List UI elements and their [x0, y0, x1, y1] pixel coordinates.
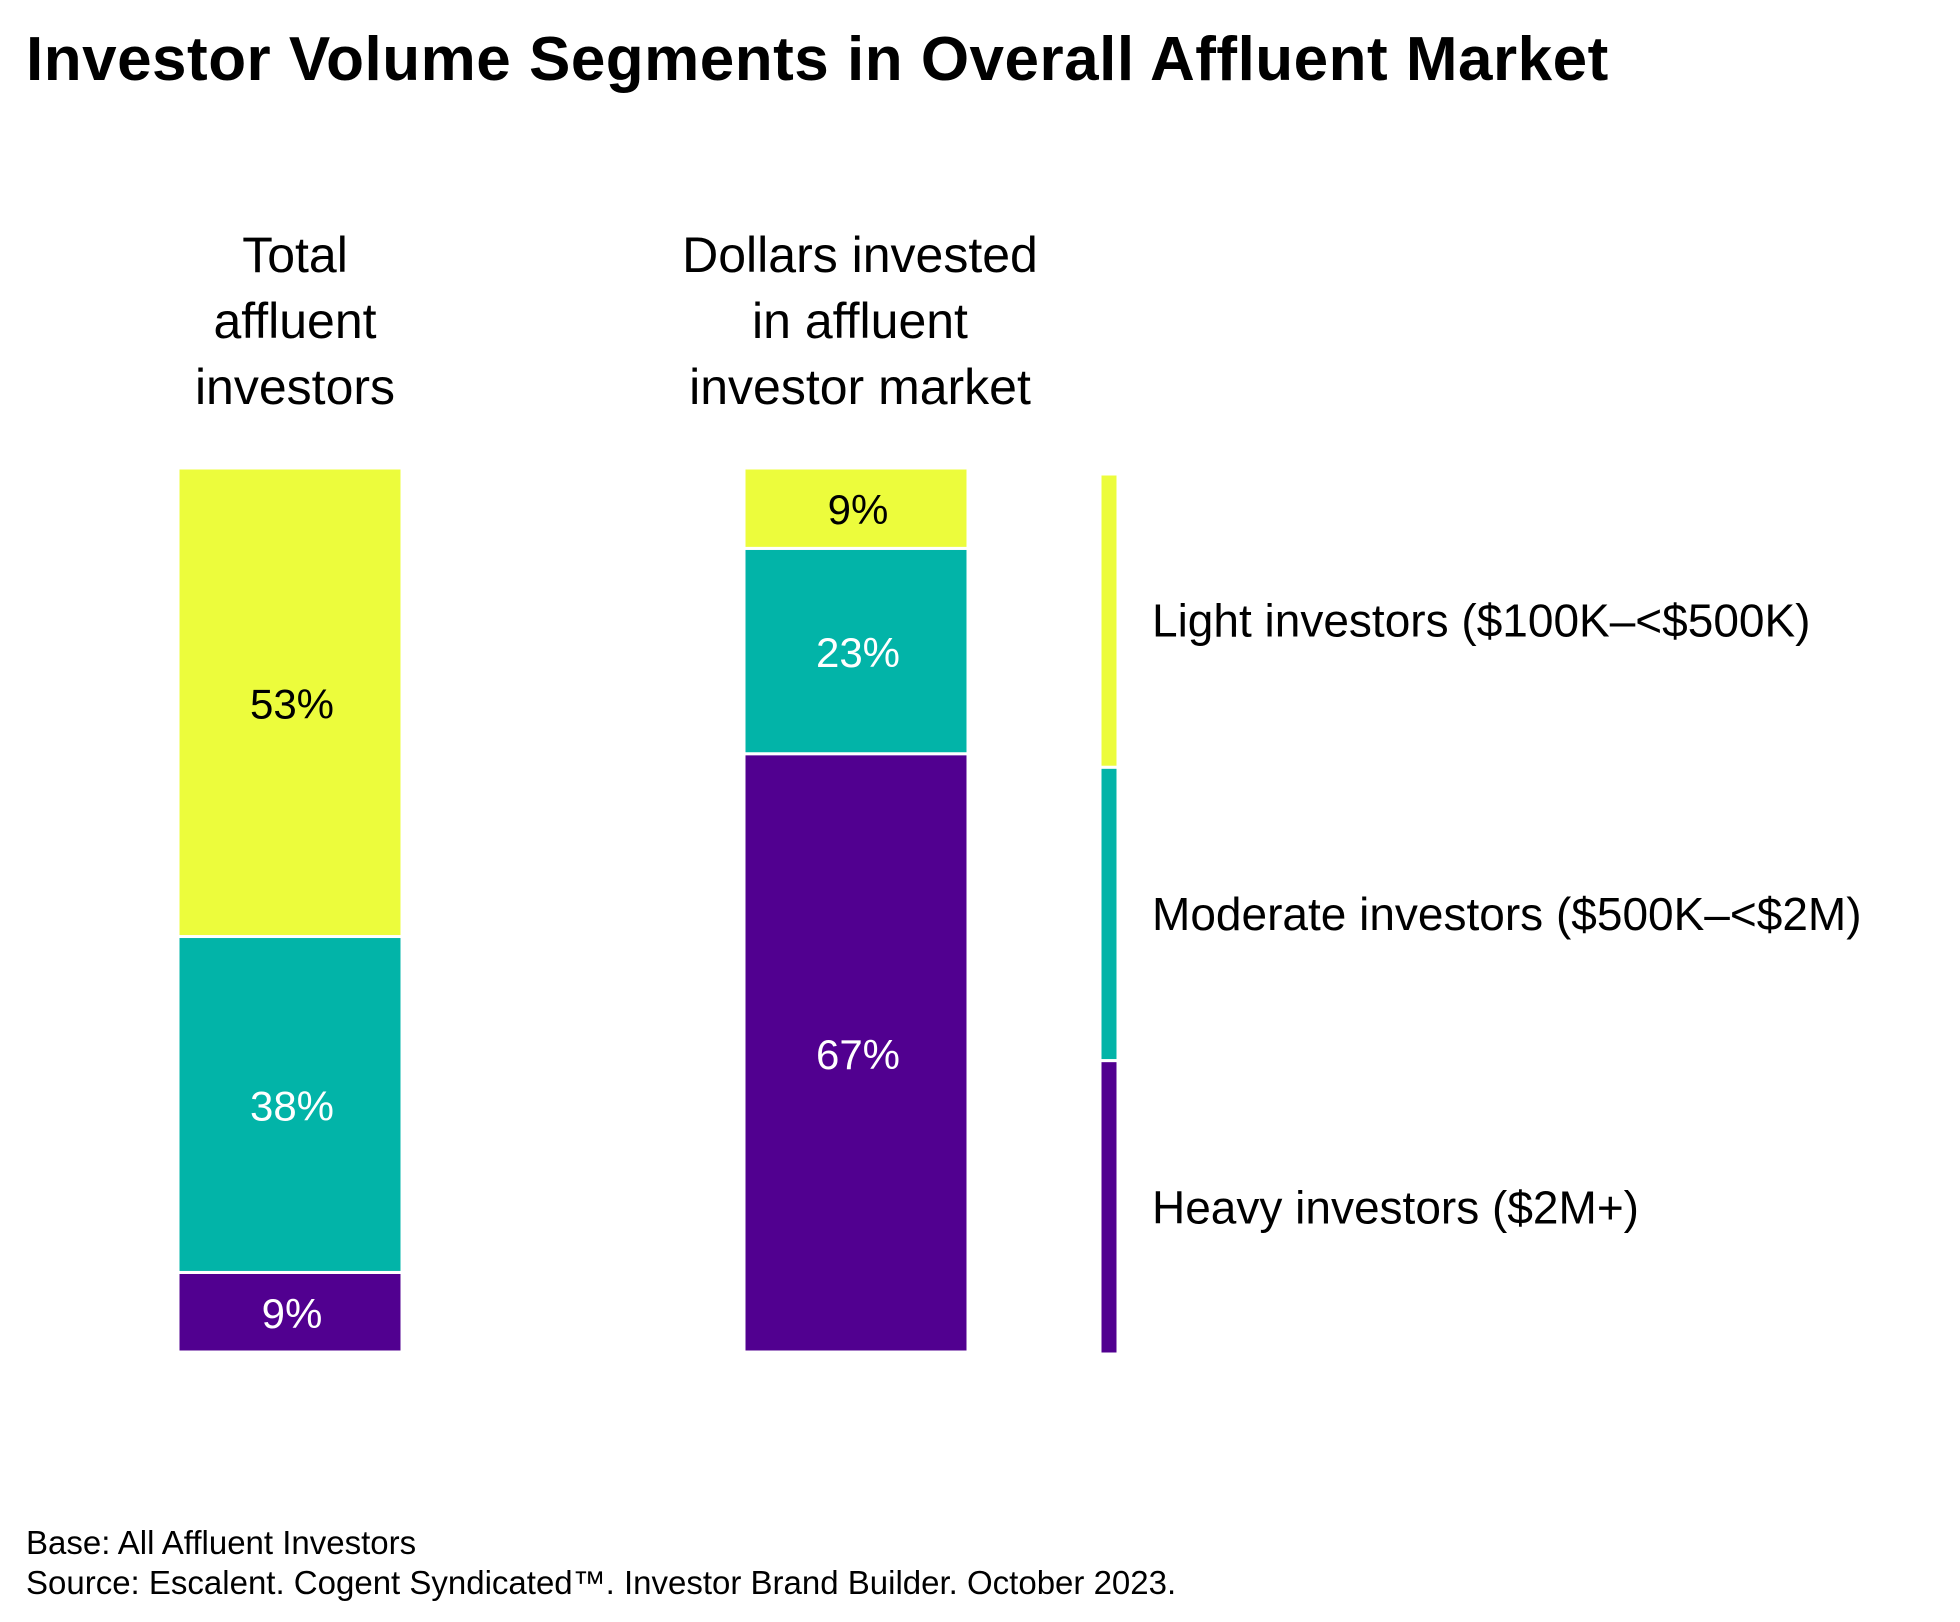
column-header-line: Total [242, 227, 348, 283]
legend-swatch-light [1098, 472, 1120, 769]
legend-swatch-heavy [1098, 1059, 1120, 1356]
bar-segment-light [742, 466, 970, 550]
legend-label-heavy: Heavy investors ($2M+) [1152, 1181, 1639, 1233]
column-header-line: investor market [689, 359, 1031, 415]
footer-source-note: Source: Escalent. Cogent Syndicated™. In… [26, 1564, 1177, 1601]
bar-segment-moderate [176, 935, 404, 1274]
data-label-light: 53% [250, 680, 334, 727]
data-label-moderate: 38% [250, 1082, 334, 1129]
data-label-heavy: 67% [816, 1031, 900, 1078]
column-header-line: Dollars invested [682, 227, 1038, 283]
column-header-line: in affluent [752, 293, 968, 349]
column-header-total-affluent-investors: Total affluent investors [0, 222, 595, 420]
legend-label-moderate: Moderate investors ($500K–<$2M) [1152, 888, 1862, 940]
chart-title: Investor Volume Segments in Overall Affl… [26, 25, 1609, 94]
data-label-heavy: 9% [262, 1290, 323, 1337]
column-header-line: investors [194, 359, 396, 415]
bar-segment-moderate [742, 546, 970, 756]
column-header-line: affluent [213, 293, 377, 349]
legend-swatch-moderate [1098, 765, 1120, 1063]
data-label-light: 9% [828, 486, 889, 533]
footer-base-note: Base: All Affluent Investors [26, 1524, 417, 1561]
data-label-moderate: 23% [816, 629, 900, 676]
legend-label-light: Light investors ($100K–<$500K) [1152, 595, 1811, 647]
column-header-dollars-invested: Dollars invested in affluent investor ma… [560, 222, 1160, 420]
bar-segment-light [176, 466, 404, 939]
